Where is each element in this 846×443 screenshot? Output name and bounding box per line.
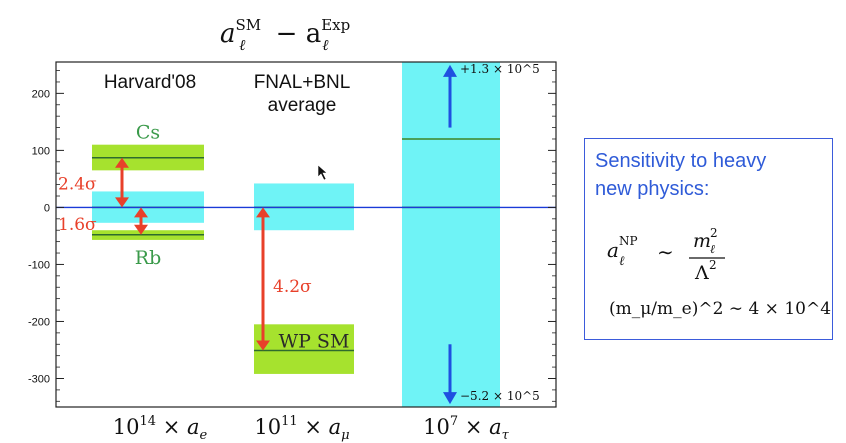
chart-title: aSM ℓ − aExp ℓ xyxy=(220,16,350,54)
tension-arrow-head xyxy=(256,340,270,351)
svg-text:ℓ: ℓ xyxy=(619,254,625,269)
y-tick-label: 200 xyxy=(32,88,50,100)
svg-text:m: m xyxy=(693,230,711,252)
svg-text:∼: ∼ xyxy=(657,240,674,264)
band-rect xyxy=(254,324,354,374)
tau-arrow-label: +1.3 × 10^5 xyxy=(460,62,540,76)
tension-label: 4.2σ xyxy=(273,277,312,297)
svg-text:ℓ: ℓ xyxy=(710,242,715,256)
y-tick-label: 0 xyxy=(44,202,50,214)
tension-arrow-head xyxy=(134,207,148,218)
tension-arrow-head xyxy=(115,197,129,208)
svg-text:a: a xyxy=(607,238,619,262)
sensitivity-title-line1: Sensitivity to heavy xyxy=(595,150,767,172)
band-label: WP SM xyxy=(279,331,350,353)
header-fnal-line1: FNAL+BNL xyxy=(254,72,351,93)
svg-text:2: 2 xyxy=(710,227,718,240)
tension-label: 1.6σ xyxy=(58,215,97,235)
sensitivity-title-line2: new physics: xyxy=(595,178,710,200)
y-ticks: -300 -200 -100 0 100 200 xyxy=(28,70,556,402)
svg-text:2: 2 xyxy=(709,258,717,272)
tension-label: 2.4σ xyxy=(58,175,97,195)
tension-arrow-head xyxy=(256,207,270,218)
header-fnal-line2: average xyxy=(268,95,337,116)
formula-mass-ratio: (m_μ/m_e)^2 ∼ 4 × 10^4 xyxy=(609,299,832,319)
tau-arrow-label: −5.2 × 10^5 xyxy=(460,389,540,403)
y-tick-label: -300 xyxy=(28,373,50,385)
tau-arrow-head xyxy=(443,392,457,405)
tension-arrow-head xyxy=(115,157,129,168)
mouse-cursor-icon xyxy=(317,164,328,181)
formula-np-svg: a NP ℓ ∼ m 2 ℓ Λ 2 xyxy=(607,226,725,284)
xlabel-amu: 1011 × aμ xyxy=(254,414,349,443)
sensitivity-box: Sensitivity to heavy new physics: a NP ℓ… xyxy=(584,138,833,340)
arrows-layer xyxy=(115,64,457,405)
svg-text:NP: NP xyxy=(619,234,638,248)
band-label: Rb xyxy=(135,247,161,269)
xlabel-atau: 107 × aτ xyxy=(423,414,510,443)
svg-text:Λ: Λ xyxy=(694,262,709,284)
y-tick-label: 100 xyxy=(32,145,50,157)
labels-layer: WP SM Cs Rb 2.4σ 1.6σ 4.2σ +1.3 × 10^5 −5.2 × 1… xyxy=(58,62,540,403)
y-tick-label: -100 xyxy=(28,259,50,271)
header-harvard: Harvard'08 xyxy=(104,72,196,93)
tau-arrow-head xyxy=(443,64,457,77)
sensitivity-title: Sensitivity to heavy new physics: xyxy=(595,147,825,203)
xlabel-ae: 1014 × ae xyxy=(113,414,208,443)
tension-arrow-head xyxy=(134,224,148,235)
formula-np: a NP ℓ ∼ m 2 ℓ Λ 2 xyxy=(607,226,807,292)
plot: aSM ℓ − aExp ℓ WP SM Cs Rb 2.4σ 1.6σ 4.2σ +1.3 ×… xyxy=(28,16,557,443)
y-tick-label: -200 xyxy=(28,316,50,328)
plot-frame xyxy=(55,61,557,408)
band-label: Cs xyxy=(136,122,160,144)
